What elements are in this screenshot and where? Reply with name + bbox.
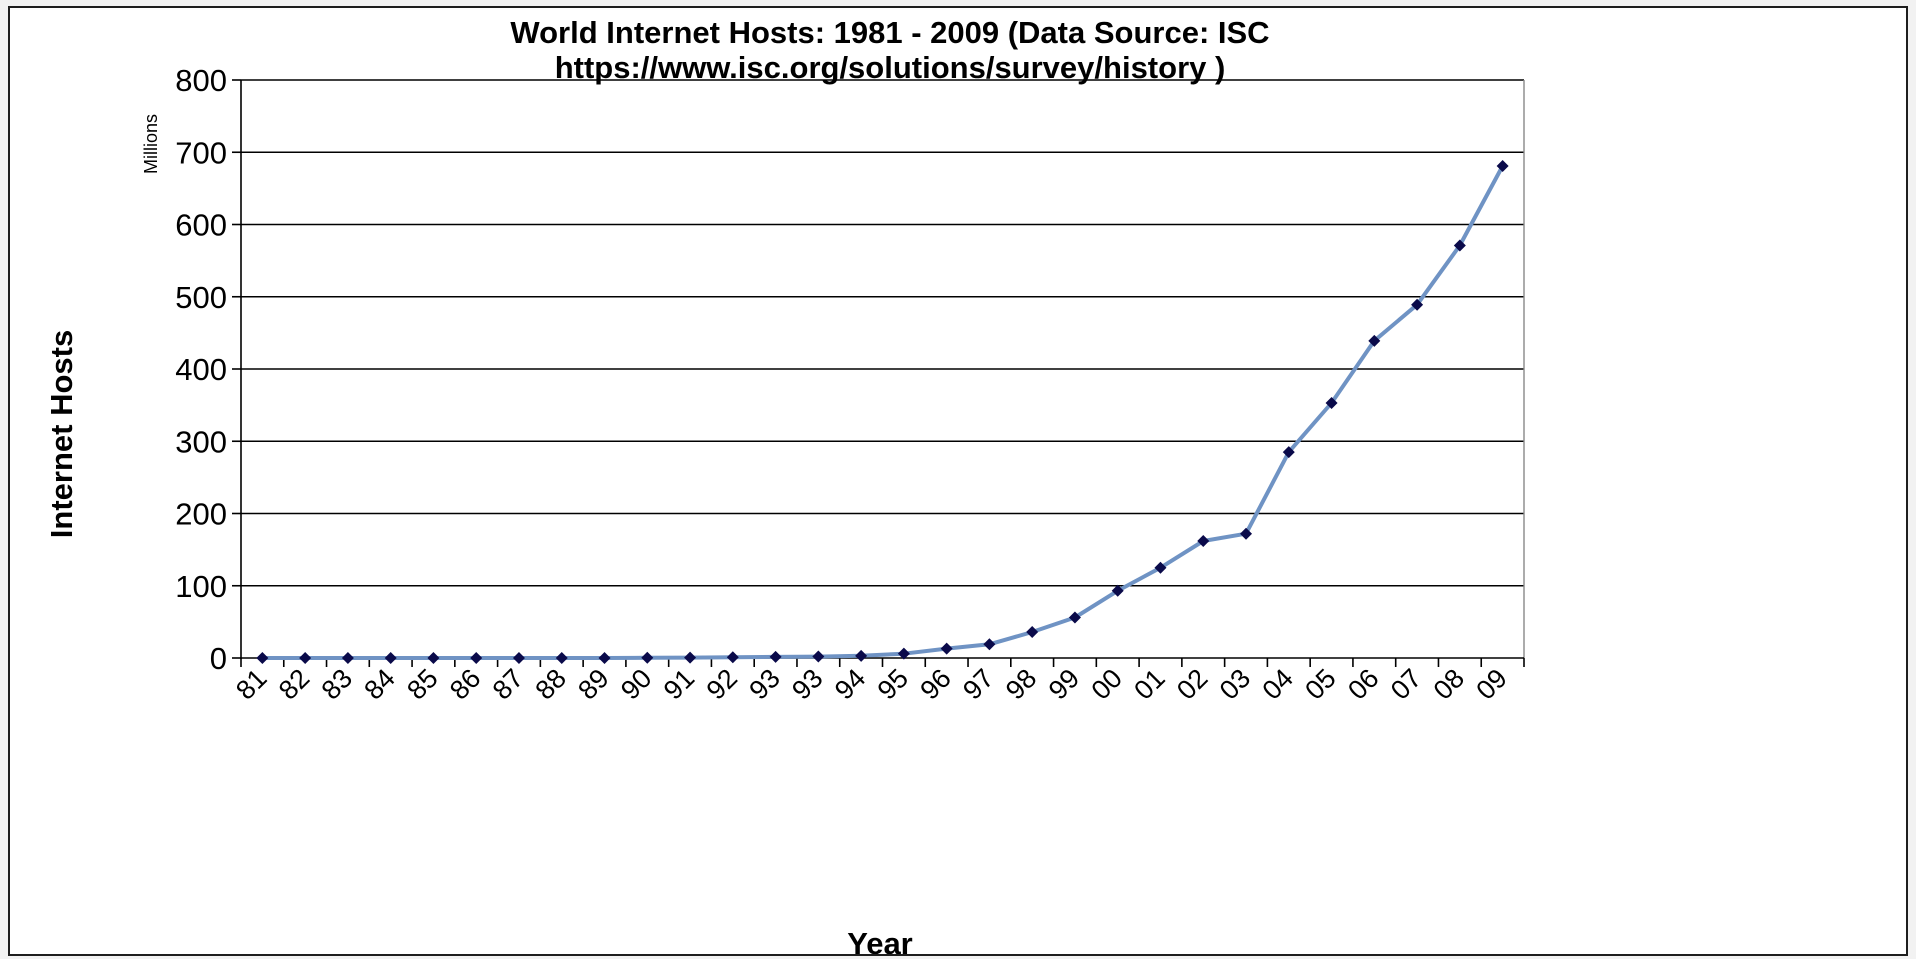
series-line [262, 165, 1505, 660]
data-point-marker [1240, 527, 1253, 540]
x-tick-label: 01 [1128, 663, 1170, 705]
x-tick-label: 84 [358, 663, 400, 705]
data-point-marker [427, 652, 440, 664]
data-point-marker [1197, 534, 1210, 547]
x-tick-label: 09 [1470, 663, 1512, 705]
y-tick-label: 500 [175, 280, 227, 315]
data-point-marker [1282, 446, 1295, 459]
data-point-marker [726, 651, 739, 664]
data-point-marker [641, 651, 654, 664]
y-axis-title: Internet Hosts [44, 330, 79, 538]
y-tick-label: 200 [175, 497, 227, 532]
x-tick-label: 04 [1257, 663, 1299, 705]
data-point-marker [684, 651, 697, 664]
data-point-marker [769, 650, 782, 663]
x-tick-label: 91 [658, 663, 700, 705]
data-point-marker [1068, 611, 1081, 624]
x-tick-label: 06 [1342, 663, 1384, 705]
x-tick-label: 89 [572, 663, 614, 705]
chart-title-line-2: https://www.isc.org/solutions/survey/his… [555, 50, 1226, 85]
x-tick-label: 00 [1085, 663, 1127, 705]
x-tick-label: 97 [957, 663, 999, 705]
y-tick-labels: 0 100 200 300 400 500 600 700 800 [175, 63, 227, 676]
x-tick-label: 93 [743, 663, 785, 705]
y-tick-label: 100 [175, 569, 227, 604]
x-tick-label: 08 [1428, 663, 1470, 705]
x-tick-labels: 81 82 83 84 85 86 87 88 89 90 91 92 93 93 94 95 96 97 98 99… [230, 663, 1513, 705]
data-point-marker [512, 652, 525, 664]
data-series [256, 159, 1509, 664]
x-tick-label: 93 [786, 663, 828, 705]
data-point-marker [1026, 625, 1039, 638]
y-tick-label: 800 [175, 63, 227, 98]
data-point-marker [384, 652, 397, 664]
x-tick-label: 94 [829, 663, 871, 705]
data-point-marker [1154, 561, 1167, 574]
x-tick-label: 05 [1299, 663, 1341, 705]
axes [232, 79, 1525, 667]
data-point-marker [897, 647, 910, 660]
data-point-marker [1411, 298, 1424, 311]
x-tick-label: 02 [1171, 663, 1213, 705]
y-tick-label: 0 [210, 641, 227, 676]
x-tick-label: 83 [316, 663, 358, 705]
data-point-marker [1325, 396, 1338, 409]
x-tick-label: 03 [1214, 663, 1256, 705]
x-tick-label: 96 [914, 663, 956, 705]
internet-hosts-chart: World Internet Hosts: 1981 - 2009 (Data … [44, 15, 1525, 959]
x-tick-label: 86 [444, 663, 486, 705]
x-axis-title: Year [847, 926, 913, 954]
x-tick-label: 82 [273, 663, 315, 705]
chart-title-line-1: World Internet Hosts: 1981 - 2009 (Data … [510, 15, 1269, 50]
x-tick-label: 99 [1043, 663, 1085, 705]
x-tick-label: 85 [401, 663, 443, 705]
data-point-marker [598, 652, 611, 664]
x-tick-label: 81 [230, 663, 272, 705]
data-point-marker [555, 652, 568, 664]
data-point-marker [855, 649, 868, 662]
data-point-marker [1453, 239, 1466, 252]
data-point-marker [983, 638, 996, 651]
x-tick-label: 07 [1385, 663, 1427, 705]
gridlines [241, 79, 1524, 587]
y-tick-label: 300 [175, 424, 227, 459]
data-point-marker [470, 652, 483, 664]
y-tick-label: 400 [175, 352, 227, 387]
x-tick-label: 98 [1000, 663, 1042, 705]
data-point-marker [1111, 584, 1124, 597]
data-point-marker [1368, 334, 1381, 347]
data-point-marker [940, 642, 953, 655]
y-tick-label: 700 [175, 135, 227, 170]
data-point-marker [299, 652, 312, 664]
data-point-marker [812, 650, 825, 663]
y-unit-label: Millions [141, 114, 161, 174]
data-point-marker [341, 652, 354, 664]
x-tick-label: 95 [872, 663, 914, 705]
chart-frame: World Internet Hosts: 1981 - 2009 (Data … [8, 6, 1908, 959]
data-point-marker [1496, 159, 1509, 172]
x-tick-label: 87 [487, 663, 529, 705]
x-tick-label: 92 [701, 663, 743, 705]
y-tick-label: 600 [175, 208, 227, 243]
x-tick-label: 88 [530, 663, 572, 705]
x-tick-label: 90 [615, 663, 657, 705]
data-point-marker [256, 652, 269, 664]
